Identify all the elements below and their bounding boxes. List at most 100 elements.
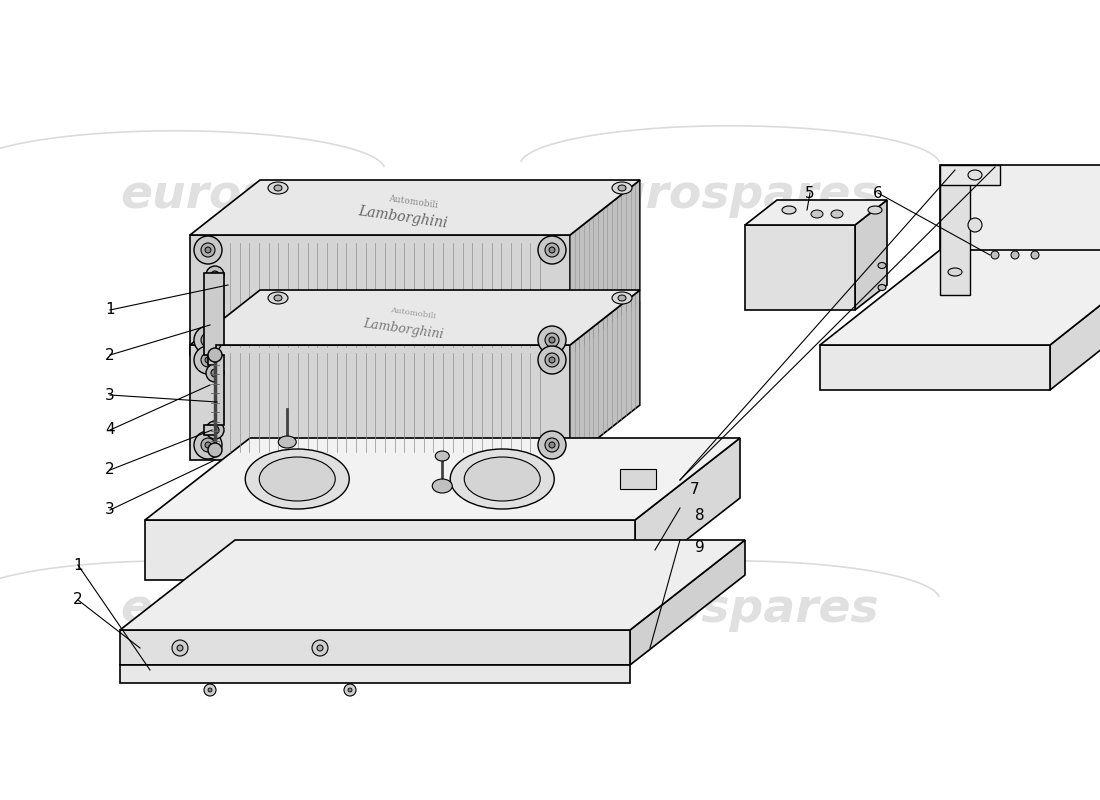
Ellipse shape bbox=[245, 449, 350, 509]
Polygon shape bbox=[570, 290, 640, 460]
Ellipse shape bbox=[538, 431, 566, 459]
Polygon shape bbox=[120, 540, 745, 630]
Polygon shape bbox=[940, 165, 970, 295]
Ellipse shape bbox=[344, 684, 356, 696]
Polygon shape bbox=[940, 165, 1100, 295]
Ellipse shape bbox=[211, 271, 219, 279]
Polygon shape bbox=[619, 469, 656, 489]
Text: eurospares: eurospares bbox=[581, 587, 879, 633]
Ellipse shape bbox=[211, 369, 219, 377]
Ellipse shape bbox=[868, 206, 882, 214]
Ellipse shape bbox=[206, 364, 224, 382]
Polygon shape bbox=[190, 235, 570, 355]
Ellipse shape bbox=[991, 251, 999, 259]
Text: eurospares: eurospares bbox=[121, 173, 419, 218]
Text: Lamborghini: Lamborghini bbox=[362, 317, 444, 341]
Polygon shape bbox=[145, 438, 740, 520]
Text: 2: 2 bbox=[106, 347, 114, 362]
Polygon shape bbox=[820, 250, 1100, 345]
Text: 2: 2 bbox=[106, 462, 114, 478]
Ellipse shape bbox=[878, 262, 886, 269]
Text: 6: 6 bbox=[873, 186, 883, 201]
Text: 5: 5 bbox=[805, 186, 815, 201]
Polygon shape bbox=[204, 273, 224, 435]
Polygon shape bbox=[630, 540, 745, 665]
Ellipse shape bbox=[194, 431, 222, 459]
Ellipse shape bbox=[260, 457, 336, 501]
Text: 3: 3 bbox=[106, 502, 114, 518]
Ellipse shape bbox=[348, 688, 352, 692]
Ellipse shape bbox=[205, 247, 211, 253]
Ellipse shape bbox=[201, 243, 214, 257]
Ellipse shape bbox=[538, 346, 566, 374]
Ellipse shape bbox=[830, 210, 843, 218]
Ellipse shape bbox=[312, 640, 328, 656]
Polygon shape bbox=[120, 630, 630, 665]
Text: Lamborghini: Lamborghini bbox=[358, 204, 449, 230]
Ellipse shape bbox=[464, 457, 540, 501]
Ellipse shape bbox=[544, 243, 559, 257]
Text: 2: 2 bbox=[74, 593, 82, 607]
Ellipse shape bbox=[206, 306, 224, 324]
Ellipse shape bbox=[177, 645, 183, 651]
Ellipse shape bbox=[544, 438, 559, 452]
Ellipse shape bbox=[544, 333, 559, 347]
Text: eurospares: eurospares bbox=[581, 173, 879, 218]
Ellipse shape bbox=[612, 292, 632, 304]
Ellipse shape bbox=[205, 337, 211, 343]
Ellipse shape bbox=[544, 353, 559, 367]
Text: 1: 1 bbox=[74, 558, 82, 573]
Ellipse shape bbox=[211, 311, 219, 319]
Ellipse shape bbox=[201, 353, 214, 367]
Text: 3: 3 bbox=[106, 387, 114, 402]
Text: 9: 9 bbox=[695, 541, 705, 555]
Ellipse shape bbox=[549, 337, 556, 343]
Ellipse shape bbox=[208, 348, 222, 362]
Ellipse shape bbox=[968, 170, 982, 180]
Ellipse shape bbox=[436, 451, 449, 461]
Polygon shape bbox=[855, 200, 887, 310]
Ellipse shape bbox=[968, 218, 982, 232]
Ellipse shape bbox=[811, 210, 823, 218]
Ellipse shape bbox=[208, 443, 222, 457]
Polygon shape bbox=[120, 665, 630, 683]
Ellipse shape bbox=[205, 357, 211, 363]
Text: 8: 8 bbox=[695, 509, 705, 523]
Text: 7: 7 bbox=[690, 482, 700, 498]
Polygon shape bbox=[190, 290, 640, 345]
Polygon shape bbox=[190, 345, 570, 460]
Ellipse shape bbox=[618, 185, 626, 191]
Ellipse shape bbox=[268, 182, 288, 194]
Polygon shape bbox=[1050, 250, 1100, 390]
Ellipse shape bbox=[201, 333, 214, 347]
Ellipse shape bbox=[549, 442, 556, 448]
Ellipse shape bbox=[612, 182, 632, 194]
Polygon shape bbox=[745, 225, 855, 310]
Ellipse shape bbox=[1011, 251, 1019, 259]
Ellipse shape bbox=[450, 449, 554, 509]
Ellipse shape bbox=[538, 236, 566, 264]
Polygon shape bbox=[145, 520, 635, 580]
Ellipse shape bbox=[274, 295, 282, 301]
Polygon shape bbox=[745, 200, 887, 225]
Ellipse shape bbox=[549, 247, 556, 253]
Text: eurospares: eurospares bbox=[121, 587, 419, 633]
Polygon shape bbox=[940, 165, 1000, 185]
Polygon shape bbox=[570, 180, 640, 355]
Ellipse shape bbox=[206, 266, 224, 284]
Ellipse shape bbox=[194, 346, 222, 374]
Ellipse shape bbox=[948, 268, 962, 276]
Polygon shape bbox=[820, 345, 1050, 390]
Ellipse shape bbox=[278, 436, 296, 448]
Ellipse shape bbox=[205, 442, 211, 448]
Polygon shape bbox=[190, 180, 640, 235]
Ellipse shape bbox=[538, 326, 566, 354]
Text: Automobili: Automobili bbox=[387, 194, 439, 210]
Ellipse shape bbox=[549, 357, 556, 363]
Ellipse shape bbox=[878, 285, 886, 290]
Ellipse shape bbox=[782, 206, 796, 214]
Text: Automobili: Automobili bbox=[389, 306, 437, 320]
Ellipse shape bbox=[618, 295, 626, 301]
Ellipse shape bbox=[268, 292, 288, 304]
Ellipse shape bbox=[206, 421, 224, 439]
